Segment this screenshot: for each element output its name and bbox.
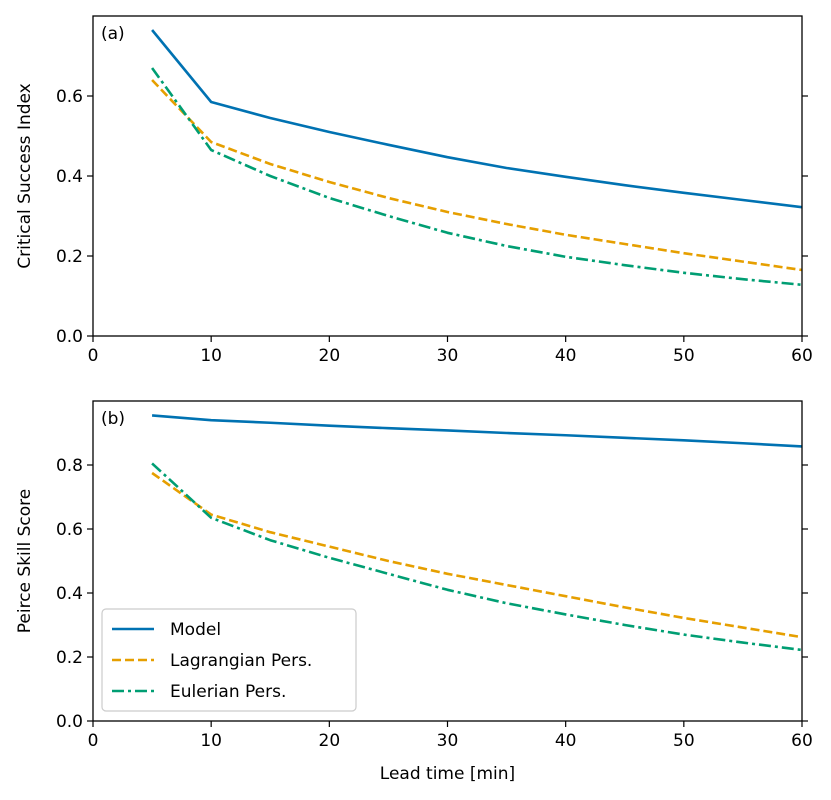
legend-box [101, 608, 357, 712]
series-line-eulerian-pers [151, 67, 802, 287]
plot-frame [92, 15, 803, 337]
x-tick-label: 40 [555, 346, 577, 366]
series-line-eulerian-pers [151, 462, 802, 652]
x-tick-label: 20 [319, 346, 341, 366]
x-tick-label: 60 [791, 731, 813, 751]
legend-entry: Lagrangian Pers. [170, 651, 312, 671]
panel-b: 0 10 20 30 40 50 60 0.0 0.2 0.4 0.6 0.8 (b) Peirce Sk… [15, 400, 813, 784]
legend: Model Lagrangian Pers. Eulerian Pers. [101, 608, 357, 712]
legend-entry: Eulerian Pers. [170, 682, 286, 702]
y-tick-label: 0.4 [56, 167, 83, 187]
x-tick-label: 10 [200, 346, 222, 366]
y-axis-label: Peirce Skill Score [15, 489, 35, 633]
panel-label: (a) [101, 24, 125, 44]
x-tick-label: 10 [200, 731, 222, 751]
y-tick-label: 0.6 [56, 87, 83, 107]
panel-label: (b) [101, 409, 125, 429]
x-tick-label: 30 [437, 731, 459, 751]
panel-a: 0 10 20 30 40 50 60 0.0 0.2 0.4 0.6 (a) Critical Suc… [15, 15, 813, 366]
y-axis-label: Critical Success Index [15, 83, 35, 269]
y-tick-label: 0.2 [56, 648, 83, 668]
legend-entry: Model [170, 620, 221, 640]
series-line-lagrangian-pers [151, 79, 802, 272]
x-tick-label: 20 [319, 731, 341, 751]
series-line-model [151, 414, 802, 448]
x-tick-label: 0 [88, 346, 99, 366]
x-tick-label: 0 [88, 731, 99, 751]
x-tick-label: 30 [437, 346, 459, 366]
y-tick-label: 0.2 [56, 247, 83, 267]
x-axis-label: Lead time [min] [380, 764, 515, 784]
x-tick-label: 50 [673, 731, 695, 751]
x-tick-label: 50 [673, 346, 695, 366]
y-tick-label: 0.0 [56, 712, 83, 732]
y-tick-label: 0.8 [56, 456, 83, 476]
series-line-model [151, 29, 802, 209]
x-tick-label: 40 [555, 731, 577, 751]
series-line-lagrangian-pers [151, 471, 802, 639]
y-tick-label: 0.0 [56, 327, 83, 347]
x-tick-label: 60 [791, 346, 813, 366]
y-tick-label: 0.6 [56, 520, 83, 540]
y-tick-label: 0.4 [56, 584, 83, 604]
